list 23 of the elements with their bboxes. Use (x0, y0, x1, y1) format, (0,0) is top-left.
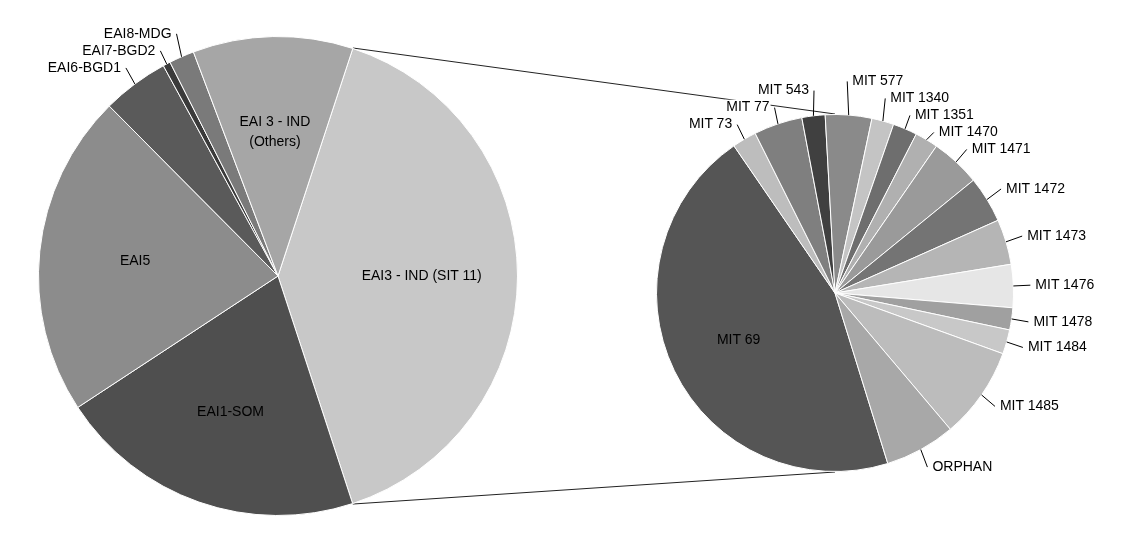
slice-label: EAI 3 - IND (Others) (239, 113, 311, 150)
slice-label: MIT 1478 (1033, 312, 1093, 329)
slice-label: MIT 1471 (971, 140, 1031, 157)
slice-label: MIT 73 (688, 115, 733, 132)
slice-label: MIT 1472 (1006, 179, 1066, 196)
slice-label: EAI1-SOM (197, 402, 265, 419)
slice-label: MIT 1476 (1035, 276, 1095, 293)
slice-label: MIT 69 (716, 330, 761, 347)
slice-label: EAI6-BGD1 (47, 58, 122, 75)
slice-label: EAI7-BGD2 (82, 41, 156, 58)
slice-label: MIT 1485 (999, 397, 1060, 414)
slice-label: ORPHAN (932, 457, 993, 474)
slice-label: EAI3 - IND (SIT 11) (361, 266, 482, 283)
slice-label: MIT 543 (757, 81, 810, 98)
slice-label: MIT 1473 (1027, 226, 1087, 243)
slice-label: EAI5 (119, 251, 151, 268)
slice-label: EAI8-MDG (103, 24, 172, 41)
slice-label: MIT 1484 (1027, 338, 1087, 355)
slice-label: MIT 1351 (914, 106, 975, 123)
slice-label: MIT 577 (852, 72, 904, 89)
slice-label: MIT 1340 (890, 89, 950, 106)
slice-label: MIT 1470 (938, 123, 998, 140)
slice-label: MIT 77 (726, 98, 770, 115)
